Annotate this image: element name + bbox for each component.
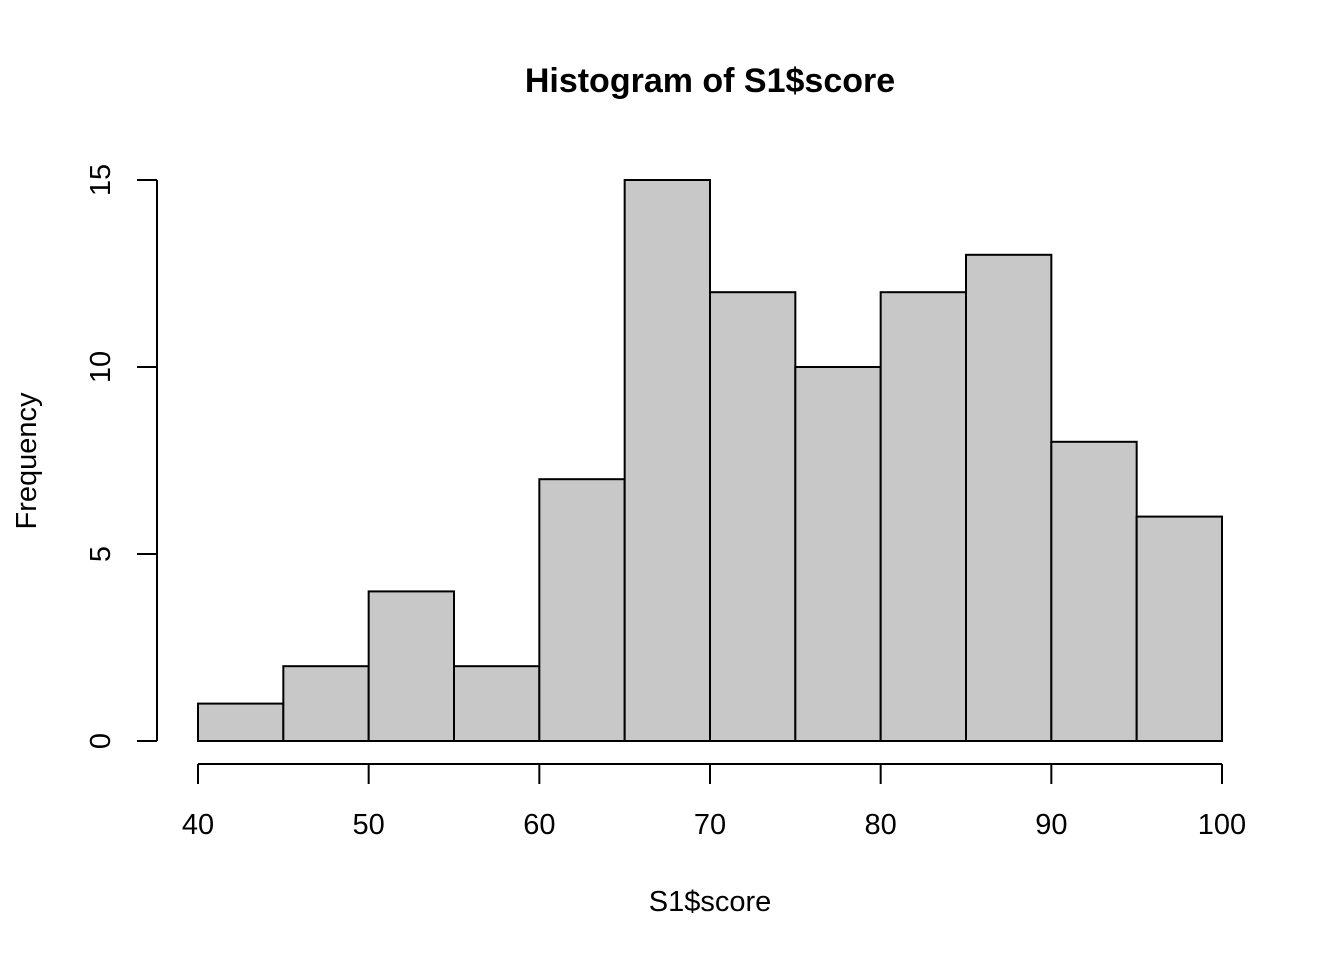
chart-title: Histogram of S1$score: [525, 62, 895, 100]
x-tick-label: 40: [182, 809, 214, 841]
histogram-bar: [1050, 440, 1138, 742]
x-axis-label: S1$score: [649, 886, 772, 918]
y-tick-label: 0: [85, 733, 117, 749]
x-tick-label: 50: [353, 809, 385, 841]
x-axis: 40 50 60 70 80 90 100: [182, 763, 1246, 841]
x-tick-label: 70: [694, 809, 726, 841]
histogram-bar: [367, 590, 455, 743]
histogram-bar: [965, 253, 1053, 743]
x-tick-label: 100: [1198, 809, 1246, 841]
x-tick-label: 60: [523, 809, 555, 841]
histogram-bar: [794, 366, 882, 742]
histogram-bar: [1135, 515, 1223, 742]
y-axis-label: Frequency: [11, 392, 43, 530]
y-axis: 0 5 10 15: [85, 164, 158, 749]
x-tick-label: 80: [865, 809, 897, 841]
y-tick-label: 5: [85, 546, 117, 562]
histogram-bar: [538, 478, 626, 742]
histogram-bar: [282, 665, 370, 743]
histogram-bar: [709, 291, 797, 742]
histogram-bar: [197, 702, 285, 742]
y-tick-label: 15: [85, 164, 117, 196]
y-tick-label: 10: [85, 351, 117, 383]
histogram-bar: [623, 179, 712, 742]
x-tick-label: 90: [1035, 809, 1067, 841]
histogram-bar: [879, 291, 968, 742]
histogram-bar: [453, 665, 541, 743]
bars-group: [197, 179, 1223, 743]
